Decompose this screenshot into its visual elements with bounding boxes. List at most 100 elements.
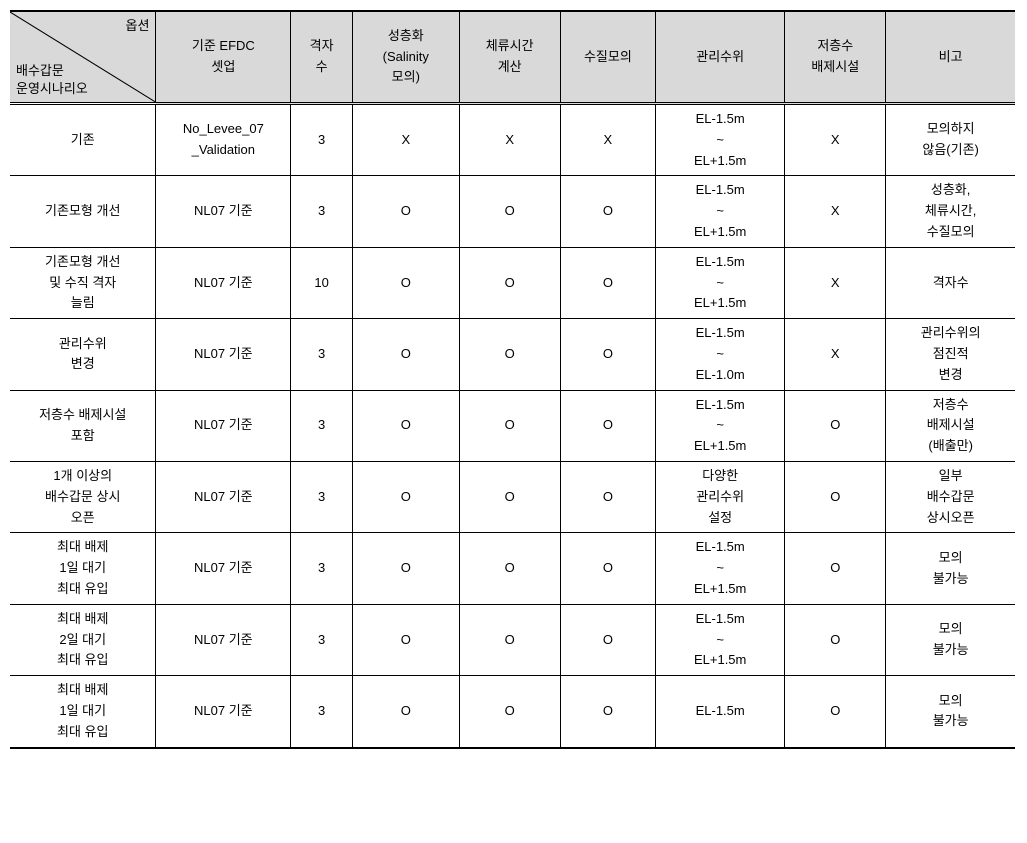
table-cell: O (560, 176, 655, 247)
col-header: 수질모의 (560, 11, 655, 104)
table-cell: O (785, 604, 886, 675)
table-cell: O (352, 390, 459, 461)
col-header: 격자수 (291, 11, 353, 104)
table-cell: NL07 기준 (156, 676, 291, 748)
table-body: 기존No_Levee_07_Validation3XXXEL-1.5m~EL+1… (10, 104, 1015, 748)
table-row: 기존No_Levee_07_Validation3XXXEL-1.5m~EL+1… (10, 104, 1015, 176)
table-cell: O (352, 676, 459, 748)
table-cell: EL-1.5m~EL+1.5m (656, 533, 785, 604)
row-label: 관리수위변경 (10, 319, 156, 390)
table-cell: X (785, 104, 886, 176)
table-cell: 3 (291, 676, 353, 748)
table-cell: EL-1.5m~EL+1.5m (656, 390, 785, 461)
table-row: 저층수 배제시설포함NL07 기준3OOOEL-1.5m~EL+1.5mO저층수… (10, 390, 1015, 461)
table-cell: NL07 기준 (156, 319, 291, 390)
table-cell: EL-1.5m~EL-1.0m (656, 319, 785, 390)
table-row: 최대 배제1일 대기최대 유입NL07 기준3OOOEL-1.5m~EL+1.5… (10, 533, 1015, 604)
table-cell: X (560, 104, 655, 176)
table-cell: EL-1.5m~EL+1.5m (656, 176, 785, 247)
table-cell: O (560, 319, 655, 390)
table-cell: 3 (291, 390, 353, 461)
row-label: 기존모형 개선 (10, 176, 156, 247)
table-cell: 다양한관리수위설정 (656, 461, 785, 532)
table-cell: X (785, 319, 886, 390)
scenario-table: 옵션 배수갑문운영시나리오 기준 EFDC셋업 격자수 성층화(Salinity… (10, 10, 1015, 749)
table-cell: O (459, 247, 560, 318)
table-cell: O (560, 533, 655, 604)
table-row: 1개 이상의배수갑문 상시오픈NL07 기준3OOO다양한관리수위설정O일부배수… (10, 461, 1015, 532)
table-row: 최대 배제2일 대기최대 유입NL07 기준3OOOEL-1.5m~EL+1.5… (10, 604, 1015, 675)
diag-bottom-label: 배수갑문운영시나리오 (16, 62, 88, 98)
table-cell: X (352, 104, 459, 176)
table-cell: X (785, 247, 886, 318)
row-label: 기존 (10, 104, 156, 176)
table-cell: O (560, 676, 655, 748)
col-header: 체류시간계산 (459, 11, 560, 104)
table-cell: NL07 기준 (156, 176, 291, 247)
col-header: 기준 EFDC셋업 (156, 11, 291, 104)
table-cell: O (785, 676, 886, 748)
table-cell: 3 (291, 319, 353, 390)
table-row: 기존모형 개선NL07 기준3OOOEL-1.5m~EL+1.5mX성층화,체류… (10, 176, 1015, 247)
table-cell: O (459, 461, 560, 532)
table-cell: 모의불가능 (886, 604, 1015, 675)
table-cell: O (352, 604, 459, 675)
col-header: 저층수배제시설 (785, 11, 886, 104)
col-header: 관리수위 (656, 11, 785, 104)
table-cell: O (352, 533, 459, 604)
table-cell: O (352, 461, 459, 532)
col-header: 성층화(Salinity모의) (352, 11, 459, 104)
table-cell: X (459, 104, 560, 176)
row-label: 기존모형 개선및 수직 격자늘림 (10, 247, 156, 318)
table-cell: NL07 기준 (156, 533, 291, 604)
row-label: 저층수 배제시설포함 (10, 390, 156, 461)
diag-top-label: 옵션 (126, 16, 150, 37)
table-cell: 모의불가능 (886, 533, 1015, 604)
table-cell: No_Levee_07_Validation (156, 104, 291, 176)
table-cell: 일부배수갑문상시오픈 (886, 461, 1015, 532)
table-cell: O (459, 676, 560, 748)
table-cell: O (459, 319, 560, 390)
table-cell: O (560, 390, 655, 461)
table-cell: O (785, 390, 886, 461)
table-cell: 성층화,체류시간,수질모의 (886, 176, 1015, 247)
table-cell: O (560, 461, 655, 532)
col-header: 비고 (886, 11, 1015, 104)
table-cell: O (459, 604, 560, 675)
table-cell: 모의하지않음(기존) (886, 104, 1015, 176)
row-label: 최대 배제2일 대기최대 유입 (10, 604, 156, 675)
table-cell: 저층수배제시설(배출만) (886, 390, 1015, 461)
table-cell: O (352, 176, 459, 247)
table-cell: O (459, 176, 560, 247)
table-cell: 모의불가능 (886, 676, 1015, 748)
table-cell: 3 (291, 461, 353, 532)
row-label: 최대 배제1일 대기최대 유입 (10, 533, 156, 604)
header-row: 옵션 배수갑문운영시나리오 기준 EFDC셋업 격자수 성층화(Salinity… (10, 11, 1015, 104)
table-cell: NL07 기준 (156, 604, 291, 675)
table-cell: NL07 기준 (156, 247, 291, 318)
table-cell: 격자수 (886, 247, 1015, 318)
table-cell: EL-1.5m (656, 676, 785, 748)
table-cell: O (459, 390, 560, 461)
row-label: 1개 이상의배수갑문 상시오픈 (10, 461, 156, 532)
table-cell: NL07 기준 (156, 461, 291, 532)
table-cell: O (352, 319, 459, 390)
table-cell: O (785, 461, 886, 532)
table-cell: O (459, 533, 560, 604)
table-cell: 10 (291, 247, 353, 318)
table-cell: 3 (291, 104, 353, 176)
table-cell: O (560, 247, 655, 318)
table-cell: 3 (291, 533, 353, 604)
row-label: 최대 배제1일 대기최대 유입 (10, 676, 156, 748)
table-cell: EL-1.5m~EL+1.5m (656, 604, 785, 675)
table-cell: O (560, 604, 655, 675)
diagonal-header: 옵션 배수갑문운영시나리오 (10, 11, 156, 104)
table-cell: NL07 기준 (156, 390, 291, 461)
table-row: 기존모형 개선및 수직 격자늘림NL07 기준10OOOEL-1.5m~EL+1… (10, 247, 1015, 318)
table-cell: 3 (291, 176, 353, 247)
table-cell: EL-1.5m~EL+1.5m (656, 104, 785, 176)
table-row: 관리수위변경NL07 기준3OOOEL-1.5m~EL-1.0mX관리수위의점진… (10, 319, 1015, 390)
table-cell: 3 (291, 604, 353, 675)
table-cell: EL-1.5m~EL+1.5m (656, 247, 785, 318)
table-cell: O (785, 533, 886, 604)
